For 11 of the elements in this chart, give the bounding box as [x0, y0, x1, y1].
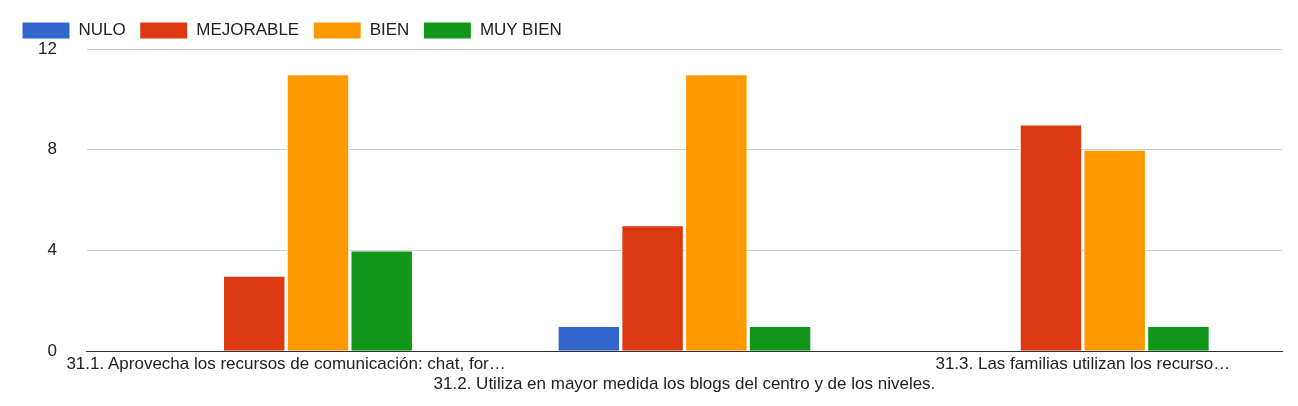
legend-label: NULO — [78, 20, 126, 40]
y-tick-label: 4 — [47, 240, 57, 260]
y-tick-label: 8 — [47, 139, 57, 159]
y-tick-label: 0 — [47, 340, 57, 360]
y-tick-label: 12 — [37, 38, 57, 58]
legend-label: MUY BIEN — [479, 20, 562, 40]
legend-label: BIEN — [369, 20, 410, 40]
x-tick-label: 31.2. Utiliza en mayor medida los blogs del centro y de los niveles. — [433, 374, 936, 394]
x-tick-label: 31.1. Aprovecha los recursos de comunicación: chat, for… — [66, 354, 506, 374]
x-tick-label: 31.3. Las familias utilizan los recurso… — [935, 354, 1231, 374]
legend-label: MEJORABLE — [196, 20, 300, 40]
